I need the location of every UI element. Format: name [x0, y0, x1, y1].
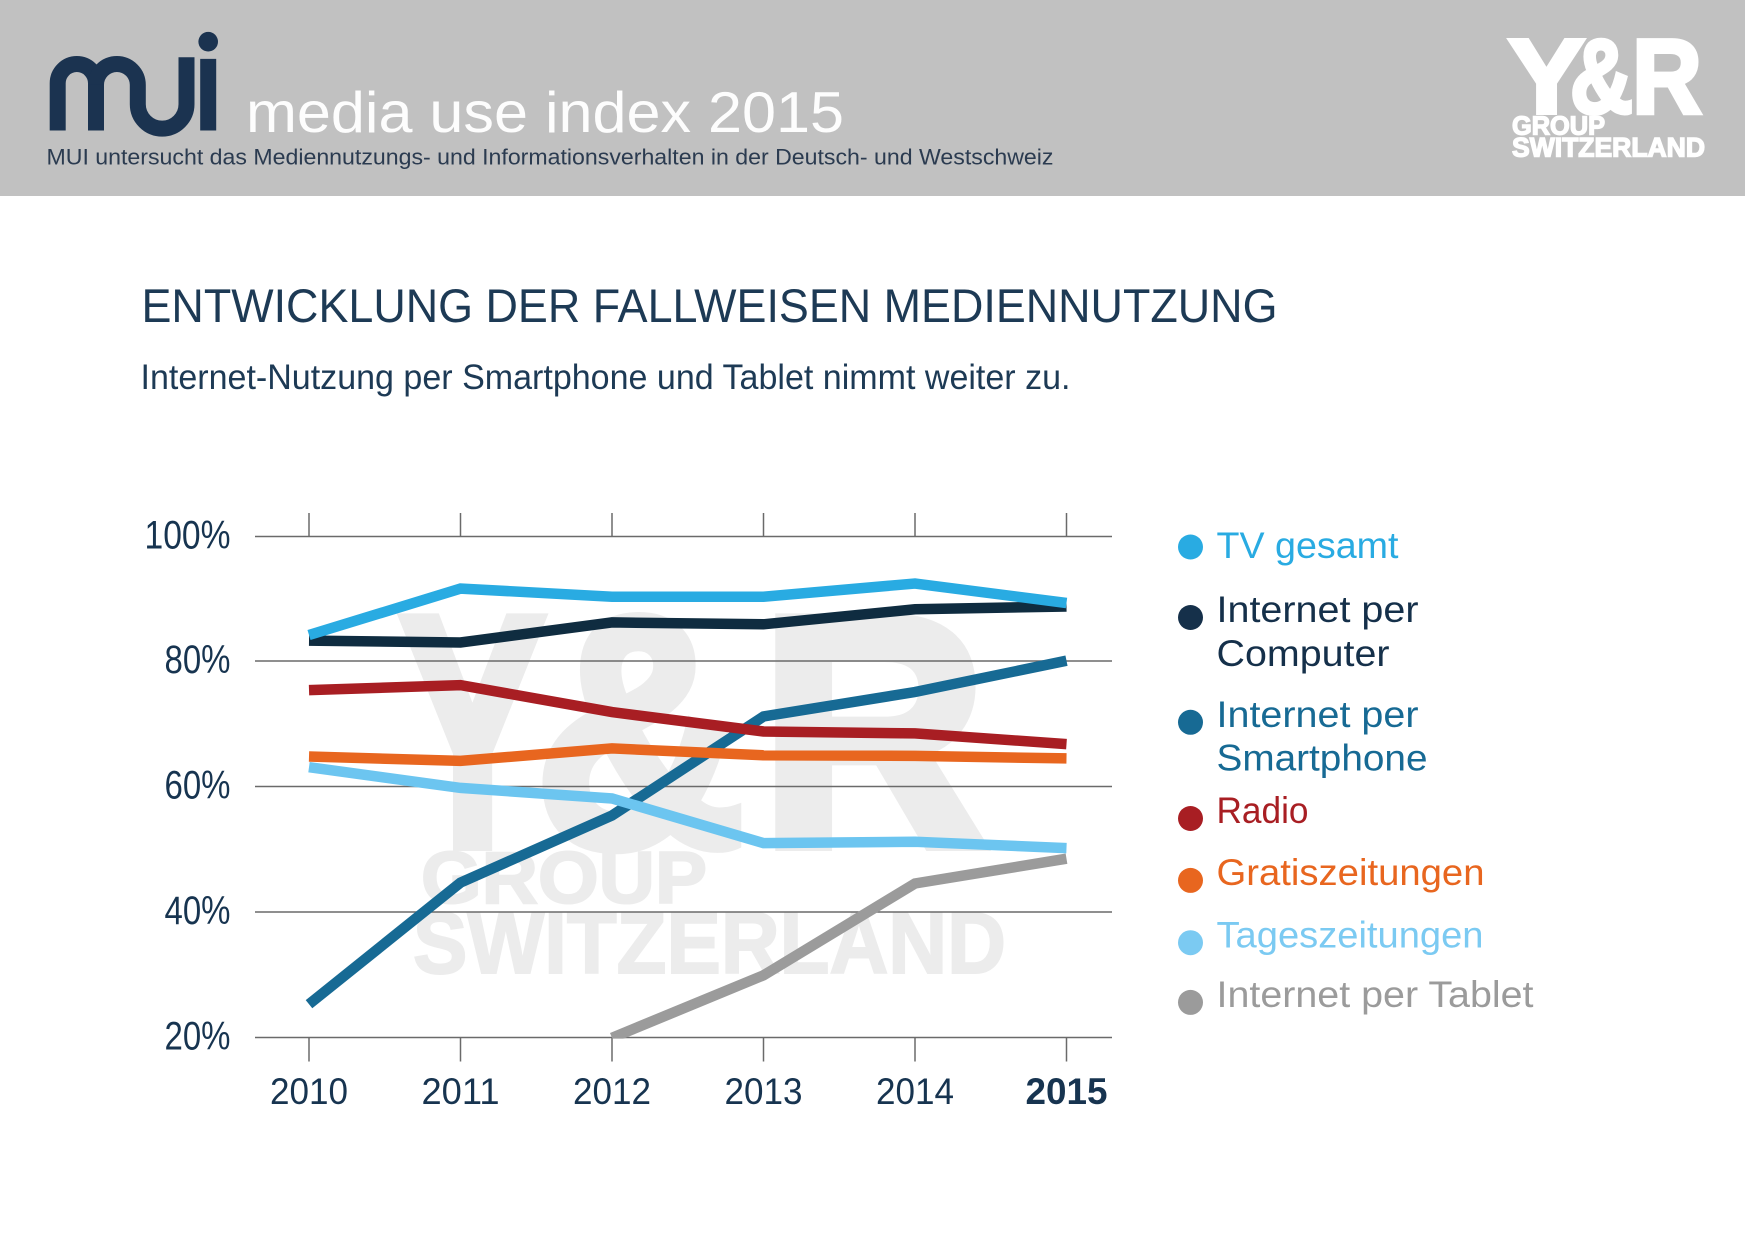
svg-text:40%: 40% — [165, 889, 231, 933]
svg-text:Tageszeitungen: Tageszeitungen — [1217, 915, 1484, 956]
svg-text:SWITZERLAND: SWITZERLAND — [413, 895, 1006, 992]
svg-text:TV gesamt: TV gesamt — [1217, 525, 1400, 566]
svg-text:Internet per: Internet per — [1217, 694, 1419, 735]
svg-text:Y: Y — [1508, 18, 1585, 136]
svg-text:media use index 2015: media use index 2015 — [246, 81, 844, 145]
svg-text:2010: 2010 — [270, 1070, 348, 1112]
svg-text:80%: 80% — [165, 638, 231, 682]
svg-text:2012: 2012 — [573, 1070, 651, 1112]
svg-text:&: & — [535, 548, 745, 915]
svg-text:Radio: Radio — [1217, 790, 1309, 831]
svg-text:R: R — [1632, 18, 1702, 136]
svg-text:ENTWICKLUNG DER FALLWEISEN MED: ENTWICKLUNG DER FALLWEISEN MEDIENNUTZUNG — [142, 279, 1278, 332]
svg-text:2015: 2015 — [1026, 1070, 1108, 1112]
svg-text:GROUP: GROUP — [421, 838, 707, 919]
svg-text:GROUP: GROUP — [1512, 111, 1605, 141]
svg-text:100%: 100% — [145, 514, 231, 558]
svg-text:Gratiszeitungen: Gratiszeitungen — [1217, 852, 1485, 893]
svg-text:Smartphone: Smartphone — [1217, 738, 1428, 779]
svg-text:Internet per: Internet per — [1217, 589, 1419, 630]
svg-text:Internet-Nutzung per Smartphon: Internet-Nutzung per Smartphone und Tabl… — [141, 358, 1071, 397]
svg-text:60%: 60% — [165, 764, 231, 808]
svg-text:2013: 2013 — [725, 1070, 803, 1112]
svg-text:MUI untersucht das Mediennutzu: MUI untersucht das Mediennutzungs- und I… — [47, 145, 1054, 170]
svg-text:Computer: Computer — [1217, 633, 1390, 674]
svg-text:SWITZERLAND: SWITZERLAND — [1512, 132, 1705, 162]
svg-text:Internet per Tablet: Internet per Tablet — [1217, 974, 1535, 1015]
svg-text:20%: 20% — [165, 1015, 231, 1059]
svg-text:2011: 2011 — [422, 1070, 500, 1112]
svg-text:2014: 2014 — [876, 1070, 954, 1112]
svg-text:&: & — [1570, 18, 1633, 136]
